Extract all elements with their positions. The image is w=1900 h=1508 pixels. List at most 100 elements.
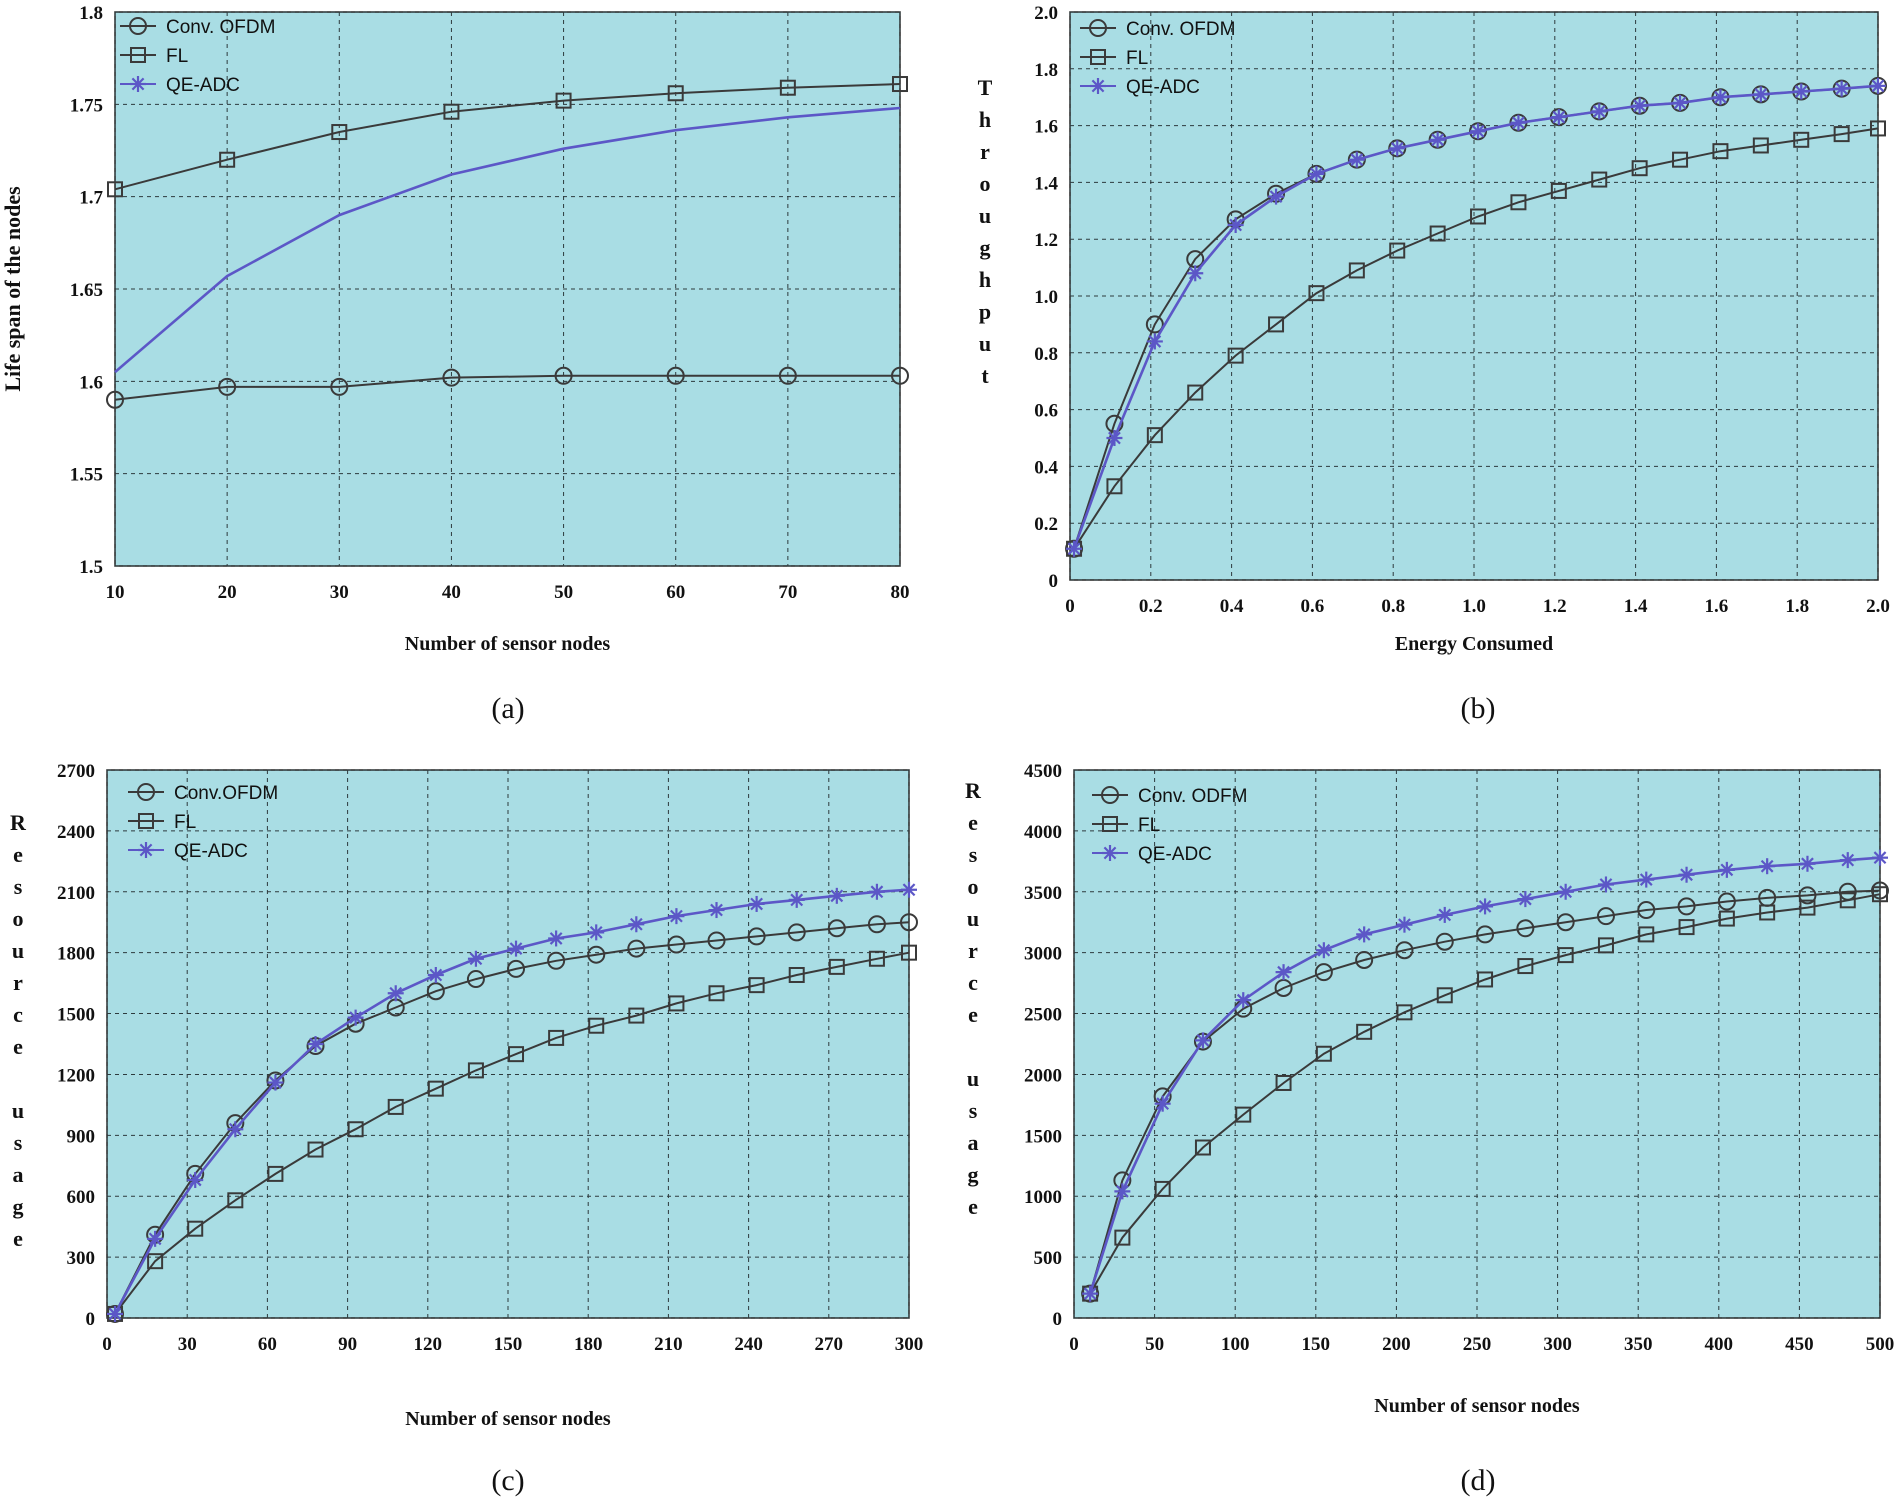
star-stroke xyxy=(1431,133,1445,147)
series-conv-ofdm-marker-circle xyxy=(426,982,445,1001)
y-axis-label-char: e xyxy=(968,1002,978,1027)
y-tick-label: 4000 xyxy=(1024,822,1062,843)
y-axis-label-char: R xyxy=(965,778,982,803)
y-tick-label: 1.5 xyxy=(79,557,103,578)
panel-a: 10 20 30 40 50 60 70 80 1.5 1.55 1.6 1.65 1.7 1.75 1.8… xyxy=(0,3,910,725)
series-fl-marker-square xyxy=(107,181,123,198)
star-stroke xyxy=(790,893,804,907)
series-conv-odfm-marker-circle xyxy=(1435,932,1454,951)
x-axis-label: Energy Consumed xyxy=(1395,633,1553,655)
series-qe-adc-marker-star xyxy=(1510,114,1527,131)
series-qe-adc-marker-star xyxy=(1870,77,1886,94)
y-tick-label: 1500 xyxy=(1024,1126,1062,1147)
series-qe-adc-marker-star xyxy=(1436,906,1453,923)
series-fl-marker-square xyxy=(667,85,684,102)
x-tick-label: 150 xyxy=(1302,1334,1331,1355)
y-axis-label-char: h xyxy=(979,267,991,292)
y-tick-label: 4500 xyxy=(1024,761,1062,782)
series-qe-adc-marker-star xyxy=(1557,883,1574,900)
series-fl-marker-square xyxy=(1114,1229,1131,1246)
series-qe-adc-marker-star xyxy=(508,940,525,957)
y-tick-label: 1000 xyxy=(1024,1187,1062,1208)
series-qe-adc-marker-star xyxy=(307,1036,324,1052)
series-fl-marker-square xyxy=(668,995,685,1012)
x-tick-label: 50 xyxy=(554,582,573,603)
series-fl-marker-square xyxy=(555,92,572,109)
y-tick-label: 1.6 xyxy=(79,372,103,393)
x-axis-label: Number of sensor nodes xyxy=(1374,1395,1580,1417)
series-fl-marker-square xyxy=(1356,1023,1373,1040)
y-axis-label-char: s xyxy=(969,1098,978,1123)
x-tick-label: 40 xyxy=(442,582,461,603)
series-fl-marker-square xyxy=(1275,1074,1292,1091)
series-fl-marker-square xyxy=(828,958,845,975)
y-axis-label-char: g xyxy=(968,1162,979,1187)
y-tick-label: 1.8 xyxy=(1034,60,1058,81)
star-stroke xyxy=(148,1232,162,1246)
series-qe-adc-marker-star xyxy=(1470,123,1487,140)
legend-marker-star xyxy=(1102,845,1118,861)
series-conv-ofdm-marker-circle xyxy=(891,366,909,385)
series-fl-marker-square xyxy=(1550,182,1567,199)
series-fl-marker-square xyxy=(347,1121,364,1138)
series-conv-odfm-marker-circle xyxy=(1516,919,1535,938)
series-fl-marker-square xyxy=(1597,937,1614,954)
series-qe-adc-marker-star xyxy=(708,902,725,919)
series-qe-adc-marker-star xyxy=(628,916,645,933)
series-fl-marker-square xyxy=(1235,1106,1252,1123)
series-fl-marker-square xyxy=(1154,1180,1171,1197)
y-axis-label-char: R xyxy=(10,810,27,835)
y-axis-label-char: u xyxy=(12,938,24,963)
series-qe-adc-marker-star xyxy=(1672,94,1689,111)
star-stroke xyxy=(1633,99,1647,113)
series-qe-adc-marker-star xyxy=(1550,109,1567,126)
series-qe-adc-marker-star xyxy=(1597,876,1614,893)
series-conv-ofdm-marker-circle xyxy=(666,366,685,385)
series-fl-marker-square xyxy=(387,1098,404,1115)
star-stroke xyxy=(670,909,683,923)
series-fl-marker-square xyxy=(628,1007,645,1024)
series-qe-adc-marker-star xyxy=(1833,80,1850,97)
y-tick-label: 0.2 xyxy=(1034,514,1058,535)
y-axis-label-char: c xyxy=(968,970,978,995)
series-fl-marker-square xyxy=(868,950,885,967)
series-fl-marker-square xyxy=(748,977,765,994)
legend-marker-square xyxy=(138,813,154,829)
star-stroke xyxy=(309,1037,322,1051)
star-stroke xyxy=(1156,1097,1170,1111)
legend-marker-square xyxy=(130,47,146,63)
legend-label: Conv. OFDM xyxy=(1126,19,1235,40)
series-qe-adc-marker-star xyxy=(107,1305,124,1322)
series-fl-marker-square xyxy=(1470,208,1487,225)
series-qe-adc-marker-star xyxy=(267,1074,284,1091)
series-fl-marker-square xyxy=(1793,131,1810,148)
x-tick-label: 150 xyxy=(494,1334,523,1355)
series-qe-adc-marker-star xyxy=(147,1230,164,1247)
series-qe-adc-marker-star xyxy=(748,895,765,912)
y-axis-label-char: u xyxy=(967,906,979,931)
series-conv-odfm-marker-circle xyxy=(1596,907,1615,926)
y-tick-label: 0 xyxy=(1053,1309,1063,1330)
series-fl-marker-square xyxy=(187,1220,204,1237)
star-stroke xyxy=(1871,79,1885,93)
star-stroke xyxy=(1148,335,1162,348)
legend-marker-circle xyxy=(129,17,147,35)
y-axis-label-char: u xyxy=(979,203,991,228)
series-fl-marker-square xyxy=(1429,225,1446,242)
x-tick-label: 0.6 xyxy=(1301,596,1325,617)
series-qe-adc-marker-star xyxy=(1268,188,1285,205)
y-axis-label-char: r xyxy=(968,938,978,963)
y-tick-label: 1.65 xyxy=(70,280,103,301)
series-conv-odfm-marker-circle xyxy=(1355,950,1374,969)
series-fl-line xyxy=(1089,893,1881,1295)
x-tick-label: 80 xyxy=(891,582,910,603)
y-axis-label-char: g xyxy=(13,1194,24,1219)
series-conv-odfm-marker-circle xyxy=(1677,897,1696,916)
x-tick-label: 10 xyxy=(106,582,125,603)
y-axis-label-char: t xyxy=(981,363,989,388)
y-axis-label-char: o xyxy=(13,906,24,931)
series-fl-marker-square xyxy=(427,1080,444,1097)
series-qe-adc-marker-star xyxy=(1631,97,1648,114)
x-tick-label: 300 xyxy=(895,1334,924,1355)
